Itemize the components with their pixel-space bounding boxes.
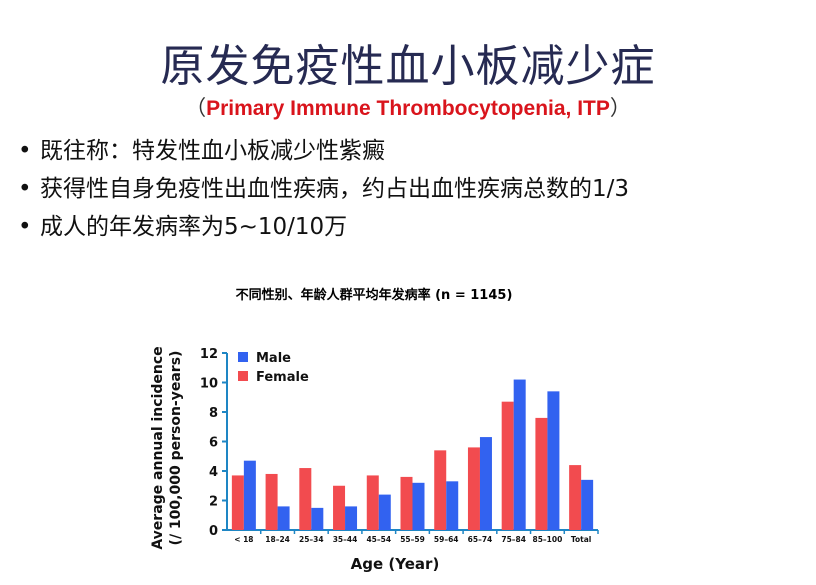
- y-tick-label: 12: [200, 347, 218, 362]
- bullet-text: 获得性自身免疫性出血性疾病，约占出血性疾病总数的1/3: [40, 176, 630, 202]
- bar-male: [378, 494, 391, 530]
- bullet-icon: •: [18, 176, 32, 202]
- bar-female: [569, 465, 582, 530]
- bullet-text: 成人的年发病率为5~10/10万: [40, 214, 348, 240]
- x-tick-label: 45–54: [366, 535, 391, 544]
- x-tick-label: 85–100: [532, 535, 562, 544]
- bar-male: [412, 482, 425, 530]
- bar-female: [299, 468, 312, 530]
- x-tick-label: 65–74: [468, 535, 493, 544]
- y-axis-title-unit: (/ 100,000 person-years): [168, 351, 184, 546]
- paren-open: （: [185, 96, 207, 120]
- x-tick-label: 35–44: [333, 535, 358, 544]
- bar-female: [501, 401, 514, 530]
- bar-female: [366, 475, 379, 530]
- bar-male: [446, 481, 459, 530]
- x-tick-label: < 18: [234, 535, 253, 544]
- bar-male: [513, 379, 526, 530]
- x-tick-label: 55–59: [400, 535, 425, 544]
- bar-female: [265, 473, 278, 530]
- legend-swatch-male: [238, 352, 248, 362]
- x-tick-label: 25–34: [299, 535, 324, 544]
- chart-title: 不同性别、年龄人群平均年发病率 (n = 1145): [235, 288, 513, 303]
- bar-male: [581, 479, 594, 530]
- bar-male: [243, 460, 256, 530]
- x-tick-label: 18–24: [265, 535, 290, 544]
- bar-female: [231, 475, 244, 530]
- bullet-list: • 既往称：特发性血小板减少性紫癜 • 获得性自身免疫性出血性疾病，约占出血性疾病总…: [18, 132, 629, 246]
- legend-label-male: Male: [256, 351, 291, 366]
- bar-male: [547, 391, 560, 530]
- bar-female: [333, 485, 346, 530]
- slide-subtitle: （Primary Immune Thrombocytopenia, ITP）: [0, 92, 816, 122]
- bar-male: [277, 506, 290, 530]
- bar-male: [345, 506, 358, 530]
- x-tick-label: 75–84: [501, 535, 526, 544]
- y-tick-label: 2: [209, 495, 218, 510]
- bullet-item: • 获得性自身免疫性出血性疾病，约占出血性疾病总数的1/3: [18, 170, 629, 208]
- bar-female: [467, 447, 480, 530]
- x-tick-label: 59–64: [434, 535, 459, 544]
- x-tick-label: Total: [571, 535, 592, 544]
- bullet-item: • 成人的年发病率为5~10/10万: [18, 208, 629, 246]
- bar-male: [311, 507, 324, 530]
- subtitle-english: Primary Immune Thrombocytopenia, ITP: [206, 97, 610, 120]
- y-tick-label: 10: [200, 377, 218, 392]
- paren-close: ）: [609, 96, 631, 120]
- y-tick-label: 0: [209, 524, 218, 539]
- y-tick-label: 8: [209, 406, 218, 421]
- slide-title: 原发免疫性血小板减少症: [160, 41, 656, 92]
- bullet-icon: •: [18, 138, 32, 164]
- y-tick-label: 6: [209, 436, 218, 451]
- y-tick-label: 4: [209, 465, 218, 480]
- bullet-icon: •: [18, 214, 32, 240]
- x-axis-title: Age (Year): [351, 555, 440, 573]
- bullet-item: • 既往称：特发性血小板减少性紫癜: [18, 132, 629, 170]
- legend-swatch-female: [238, 371, 248, 381]
- y-axis-title: Average annual incidence: [150, 346, 166, 549]
- bar-female: [400, 476, 413, 530]
- bar-male: [479, 437, 492, 530]
- bar-female: [535, 417, 548, 530]
- legend-label-female: Female: [256, 370, 309, 385]
- bullet-text: 既往称：特发性血小板减少性紫癜: [40, 138, 385, 164]
- bar-female: [434, 450, 447, 530]
